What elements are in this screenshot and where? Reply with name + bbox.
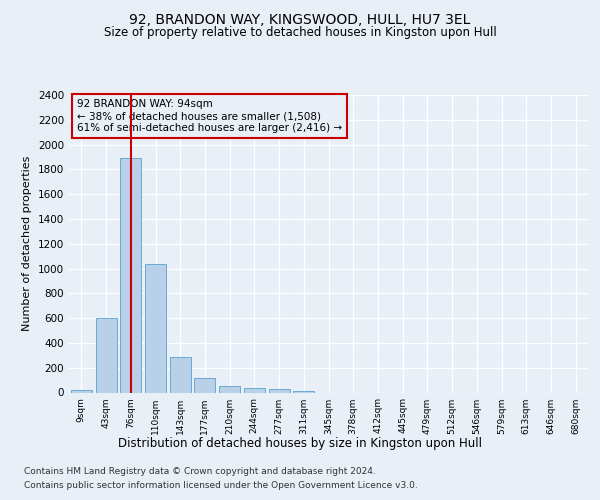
Bar	[219, 386, 240, 392]
Bar	[269, 390, 290, 392]
Bar	[170, 356, 191, 392]
Bar	[71, 390, 92, 392]
Bar	[194, 378, 215, 392]
Text: 92 BRANDON WAY: 94sqm
← 38% of detached houses are smaller (1,508)
61% of semi-d: 92 BRANDON WAY: 94sqm ← 38% of detached …	[77, 100, 342, 132]
Bar	[244, 388, 265, 392]
Y-axis label: Number of detached properties: Number of detached properties	[22, 156, 32, 332]
Text: Contains HM Land Registry data © Crown copyright and database right 2024.: Contains HM Land Registry data © Crown c…	[24, 468, 376, 476]
Bar	[145, 264, 166, 392]
Text: Contains public sector information licensed under the Open Government Licence v3: Contains public sector information licen…	[24, 481, 418, 490]
Text: 92, BRANDON WAY, KINGSWOOD, HULL, HU7 3EL: 92, BRANDON WAY, KINGSWOOD, HULL, HU7 3E…	[130, 12, 470, 26]
Bar	[95, 318, 116, 392]
Text: Distribution of detached houses by size in Kingston upon Hull: Distribution of detached houses by size …	[118, 438, 482, 450]
Text: Size of property relative to detached houses in Kingston upon Hull: Size of property relative to detached ho…	[104, 26, 496, 39]
Bar	[120, 158, 141, 392]
Bar	[293, 390, 314, 392]
